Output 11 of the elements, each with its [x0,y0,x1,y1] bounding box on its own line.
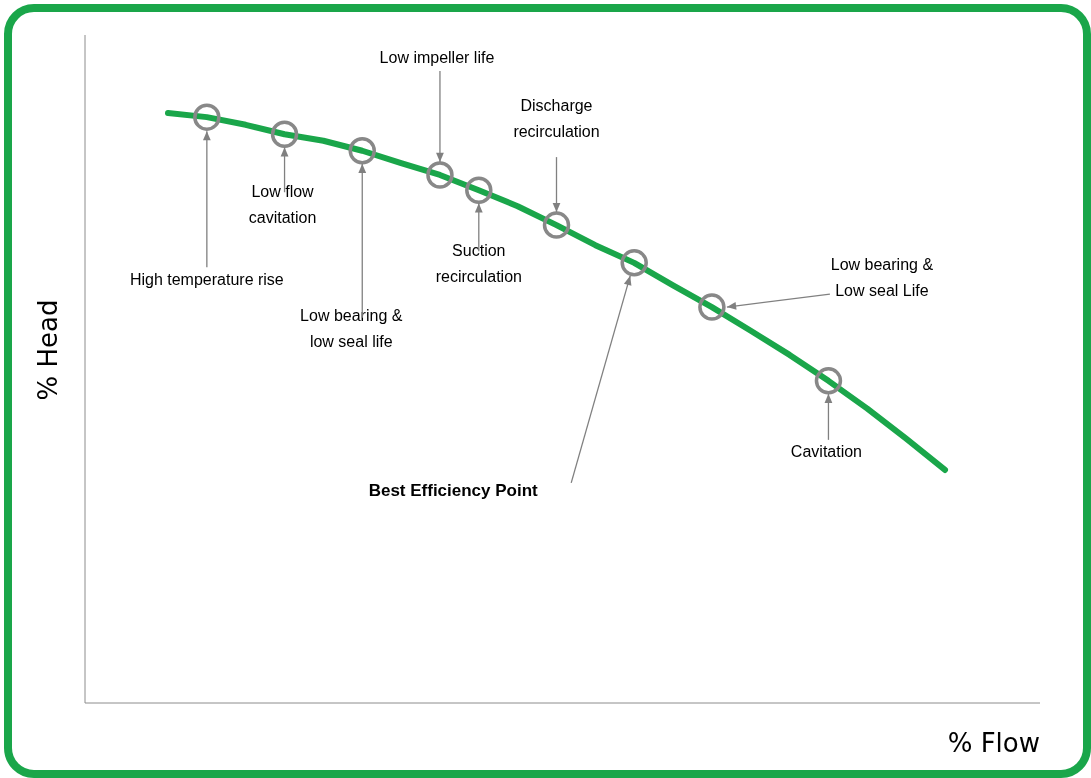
annotation: High temperature rise [129,270,284,288]
annotation: Best Efficiency Point [368,480,539,500]
annotation: Low bearing & low seal life [300,307,403,351]
annotation: Suction recirculation [435,241,522,285]
text: Low impeller life [379,49,495,67]
annotation: Low flow cavitation [248,182,317,226]
annotation: Cavitation [790,443,863,461]
y-axis-title: % Head [32,299,63,401]
annotation: Low bearing & Low seal Life [830,255,934,299]
annotation: Discharge recirculation [513,96,600,140]
x-axis-title: % Flow [947,727,1040,758]
